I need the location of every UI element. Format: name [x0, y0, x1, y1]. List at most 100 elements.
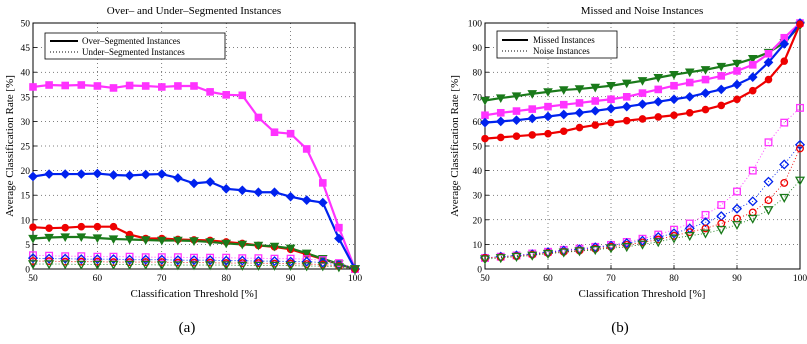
chart-b-series-2-point: [606, 103, 616, 114]
chart-b-series-3-point: [481, 134, 489, 143]
chart-a-series-0-point: [93, 82, 102, 90]
chart-a-series-5-point: [188, 255, 200, 266]
chart-a-series-0-point: [206, 88, 214, 96]
chart-b-series-7-point: [731, 220, 743, 231]
chart-b-series-3-point: [544, 129, 552, 138]
chart-b-series-5-point: [621, 238, 632, 249]
chart-b-series-0-point: [606, 82, 616, 91]
chart-b-series-1-point: [512, 107, 521, 115]
chart-b-series-1-point: [496, 108, 505, 117]
chart-b-series-1-point: [575, 99, 584, 107]
chart-b-xtick-label: 70: [606, 274, 616, 284]
chart-a-series-1-point: [301, 195, 312, 205]
chart-a-series-1-point: [237, 185, 248, 196]
chart-b-ticks: 50 60 70 80 90 100 0 10 20 30 40 50 60 70 80 90 100: [468, 20, 807, 285]
chart-b-series-2-point: [700, 88, 711, 98]
chart-b-series-0-point: [511, 92, 522, 102]
chart-a-series-7-point: [124, 260, 135, 270]
chart-a-xlabel: Classification Threshold [%]: [131, 288, 258, 300]
chart-a-ytick-label: 35: [21, 93, 31, 103]
chart-b-series-4-point: [717, 201, 726, 209]
chart-b-series-5-point: [668, 228, 680, 239]
chart-b-series-7-line: [484, 180, 801, 260]
chart-b-series-1-point: [638, 89, 647, 97]
chart-a-series-1-point: [156, 169, 167, 179]
chart-a-series-4-point: [173, 253, 182, 262]
chart-a-ylabel: Average Classification Rate [%]: [4, 75, 16, 217]
chart-b-series-2-point: [747, 72, 758, 82]
chart-b-series-0-point: [574, 85, 585, 94]
chart-b: 50 60 70 80 90 100 0 10 20 30 40 50 60 70 80 90 100 Miss…: [449, 5, 807, 300]
chart-b-series-0-point: [669, 70, 679, 80]
chart-b-series-1-point: [733, 67, 741, 75]
chart-a-ytick-label: 50: [21, 20, 31, 30]
chart-b-series-7-point: [763, 206, 774, 216]
chart-b-xtick-label: 60: [543, 274, 553, 284]
chart-b-series-1-point: [685, 78, 694, 87]
chart-a-ytick-label: 20: [21, 167, 31, 177]
chart-a-series-5-point: [317, 257, 328, 268]
chart-a-ytick-label: 45: [21, 44, 31, 54]
chart-b-series-7-point: [794, 176, 806, 186]
chart-a-series-0-point: [270, 128, 279, 137]
chart-b-series-3-point: [701, 105, 710, 114]
chart-b-series-3-point: [607, 118, 615, 127]
chart-a-series-7-point: [108, 260, 119, 270]
chart-b-series-0-point: [637, 77, 648, 86]
chart-a-series-5-point: [76, 254, 87, 265]
chart-a-series-3-point: [221, 239, 232, 249]
chart-b-series-3-point: [685, 108, 694, 117]
chart-a-series-2-point: [61, 223, 69, 232]
chart-b-series-0-point: [495, 94, 506, 104]
chart-b-series-4-point: [764, 138, 773, 147]
chart-b-series-6-point: [780, 178, 789, 187]
chart-a-series-0-point: [319, 179, 327, 187]
chart-b-series-3-point: [748, 86, 757, 95]
chart-a-series-3-point: [76, 233, 87, 243]
chart-b-series-0-point: [747, 55, 758, 64]
chart-a-series-1-point: [76, 169, 87, 179]
chart-a-series-1-point: [28, 171, 38, 182]
chart-a-series-5-point: [44, 253, 55, 264]
chart-a-series-1-point: [317, 197, 328, 208]
chart-b-series-2-point: [732, 79, 742, 90]
chart-a-series-0-point: [61, 81, 70, 90]
chart-b-xtick-label: 90: [732, 274, 742, 284]
chart-a-series-1-point: [253, 187, 264, 198]
chart-a-series-4-point: [125, 252, 134, 261]
chart-b-series-3-point: [717, 101, 726, 110]
chart-a-ytick-label: 40: [21, 69, 31, 79]
chart-b-series-2-point: [779, 39, 790, 49]
chart-a-series-3-point: [301, 249, 312, 259]
chart-a-series-1-point: [269, 187, 280, 198]
chart-a-series-0-point: [141, 82, 150, 90]
chart-a-series-1-point: [285, 191, 296, 202]
chart-b-series-7-point: [653, 238, 664, 248]
chart-b-series-7-point: [574, 247, 585, 257]
chart-b-series-3-point: [512, 132, 521, 140]
chart-b-series-2-point: [684, 91, 695, 102]
chart-a-series-4-point: [45, 251, 54, 260]
chart-b-series-3-point: [796, 20, 804, 29]
chart-b-legend-box: [496, 30, 618, 59]
chart-a-series-2-point: [77, 222, 86, 231]
chart-b-series-5-point: [590, 242, 601, 253]
chart-b-series-5-point: [779, 159, 790, 170]
chart-a-series-0-point: [222, 91, 230, 99]
chart-b-series-0-point: [558, 86, 569, 95]
chart-b-series-0-point: [480, 96, 490, 106]
chart-a-ytick-label: 25: [21, 143, 31, 153]
chart-a: 50 60 70 80 90 100 0 5 10 15 20 25 30 35 40 45 50 Over– …: [4, 5, 362, 300]
chart-b-ytick-label: 90: [473, 44, 483, 54]
chart-a-ytick-label: 5: [25, 241, 30, 251]
chart-a-series-5-point: [172, 255, 183, 266]
chart-a-series-3-point: [237, 240, 248, 250]
chart-b-series: [479, 18, 806, 265]
chart-a-series-3-point: [44, 233, 54, 243]
chart-a-series-5-point: [60, 253, 71, 264]
chart-b-series-2-point: [480, 117, 490, 128]
chart-a-series-7-point: [44, 260, 55, 270]
chart-b-series-0-point: [732, 59, 742, 69]
chart-b-series-7-point: [779, 193, 790, 203]
